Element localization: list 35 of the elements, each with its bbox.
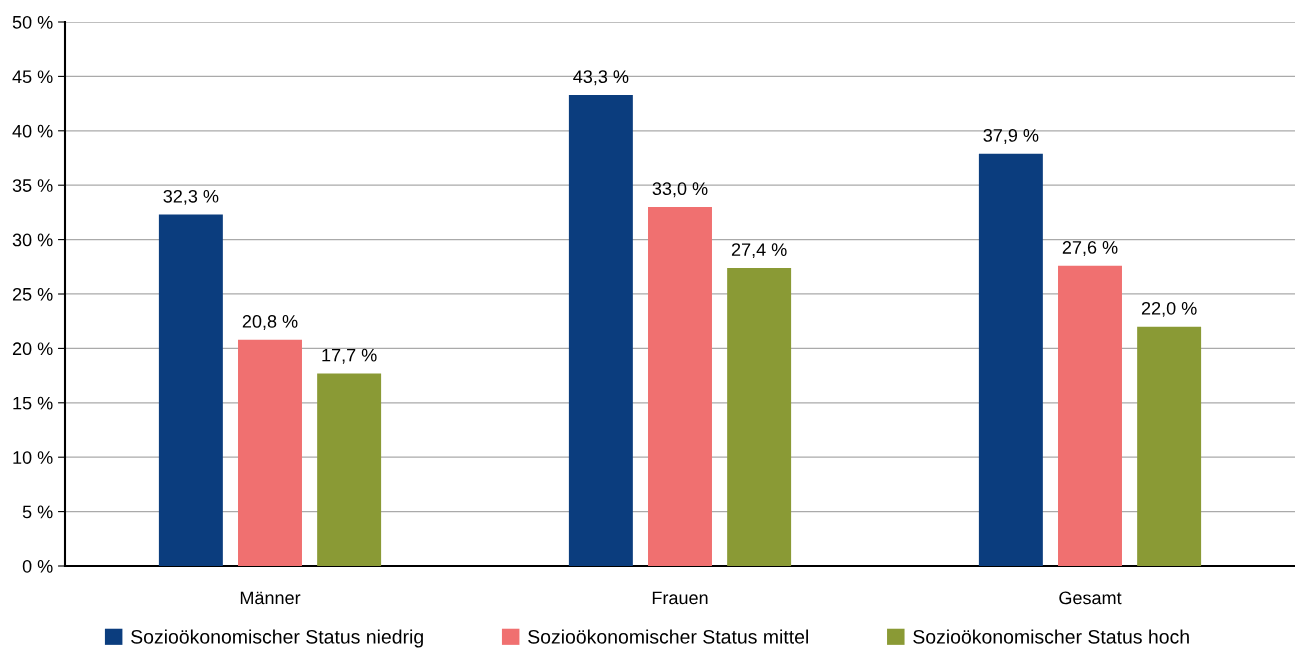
y-tick-label: 5 % bbox=[22, 505, 53, 519]
y-tick-label: 50 % bbox=[12, 15, 53, 29]
bar bbox=[727, 267, 792, 566]
y-tick-label: 40 % bbox=[12, 124, 53, 138]
data-label: 20,8 % bbox=[242, 315, 298, 330]
x-tick-label: Männer bbox=[240, 591, 301, 605]
data-label: 27,6 % bbox=[1062, 241, 1118, 256]
data-label: 37,9 % bbox=[983, 128, 1039, 144]
y-tick-label: 10 % bbox=[13, 451, 53, 464]
y-tick-label: 30 % bbox=[12, 233, 53, 247]
bar bbox=[1058, 265, 1122, 566]
data-label: 27,4 % bbox=[731, 243, 787, 259]
bar bbox=[978, 153, 1043, 566]
bar bbox=[648, 206, 712, 566]
y-tick-label: 25 % bbox=[12, 287, 53, 301]
legend-label: Sozioökonomischer Status mittel bbox=[528, 629, 808, 644]
bar bbox=[568, 94, 633, 566]
y-tick-label: 15 % bbox=[13, 396, 53, 410]
data-label: 32,3 % bbox=[163, 189, 219, 205]
legend-label: Sozioökonomischer Status niedrig bbox=[131, 629, 423, 648]
y-tick-label: 35 % bbox=[12, 179, 53, 192]
y-tick-label: 20 % bbox=[12, 342, 53, 356]
data-label: 22,0 % bbox=[1141, 301, 1197, 317]
data-label: 33,0 % bbox=[652, 182, 708, 198]
y-tick-label: 45 % bbox=[12, 70, 53, 84]
bar bbox=[238, 339, 302, 566]
bar bbox=[158, 214, 223, 566]
bar bbox=[317, 373, 382, 566]
y-tick-label: 0 % bbox=[22, 559, 53, 573]
data-label: 43,3 % bbox=[573, 70, 629, 86]
data-label: 17,7 % bbox=[322, 348, 377, 364]
legend-label: Sozioökonomischer Status hoch bbox=[913, 629, 1189, 644]
x-tick-label: Frauen bbox=[652, 591, 708, 605]
bar bbox=[1137, 326, 1202, 566]
x-tick-label: Gesamt bbox=[1059, 591, 1122, 605]
